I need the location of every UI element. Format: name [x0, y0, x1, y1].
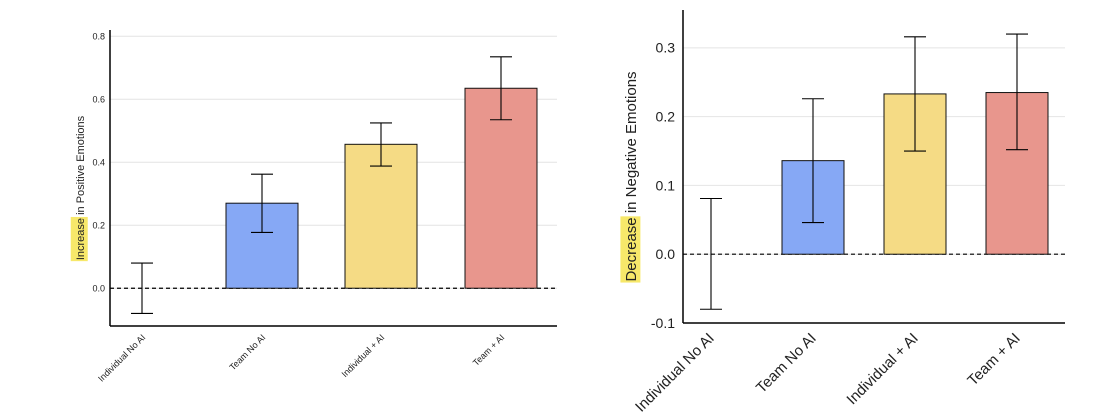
y-axis-label-rest: in Positive Emotions: [75, 115, 87, 218]
svg-text:Increase in Positive Emotions: Increase in Positive Emotions: [75, 115, 87, 260]
y-tick-label: 0.1: [656, 177, 676, 193]
y-tick-label: 0.0: [92, 283, 105, 293]
y-axis-label-keyword: Decrease: [623, 217, 640, 281]
error-bar-1: [700, 197, 722, 310]
bar-4: [464, 87, 538, 289]
y-tick-label: 0.2: [92, 220, 105, 230]
error-bar-2: [251, 173, 273, 234]
y-axis-label: Increase in Positive Emotions: [70, 115, 88, 262]
x-category-label: Team No AI: [753, 330, 820, 397]
y-axis-label-highlight: [70, 216, 88, 262]
error-bar-2: [802, 98, 824, 224]
y-tick-label: 0.6: [92, 94, 105, 104]
svg-text:Decrease in Negative Emotions: Decrease in Negative Emotions: [623, 71, 640, 281]
right-chart-negative-emotions: -0.1 0.0 0.1 0.2 0.3 Individual No AI Team No …: [620, 10, 1065, 414]
error-bar-1: [131, 262, 153, 314]
x-category-label: Team + AI: [471, 332, 507, 368]
y-tick-label: 0.3: [656, 40, 676, 56]
x-category-label: Individual No AI: [632, 330, 718, 414]
x-category-label: Team No AI: [227, 332, 267, 372]
x-category-label: Team + AI: [964, 330, 1023, 389]
y-axis-label-rest: in Negative Emotions: [623, 71, 640, 217]
y-tick-label: -0.1: [651, 315, 675, 331]
y-tick-label: 0.8: [92, 31, 105, 41]
y-tick-label: 0.2: [656, 109, 676, 125]
x-category-label: Individual No AI: [96, 332, 147, 383]
y-axis-label-keyword: Increase: [75, 218, 87, 260]
left-chart-positive-emotions: 0.0 0.2 0.4 0.6 0.8 Individual No AI Team No A…: [70, 30, 557, 384]
y-axis-label-highlight: [620, 216, 641, 283]
x-category-label: Individual + AI: [340, 332, 387, 379]
error-bar-4: [490, 56, 512, 121]
error-bar-4: [1006, 33, 1028, 151]
error-bar-3: [904, 36, 926, 152]
y-tick-label: 0.4: [92, 157, 105, 167]
x-category-label: Individual + AI: [843, 330, 921, 408]
error-bar-3: [370, 122, 392, 167]
y-tick-label: 0.0: [656, 246, 676, 262]
y-axis-label: Decrease in Negative Emotions: [620, 71, 641, 283]
